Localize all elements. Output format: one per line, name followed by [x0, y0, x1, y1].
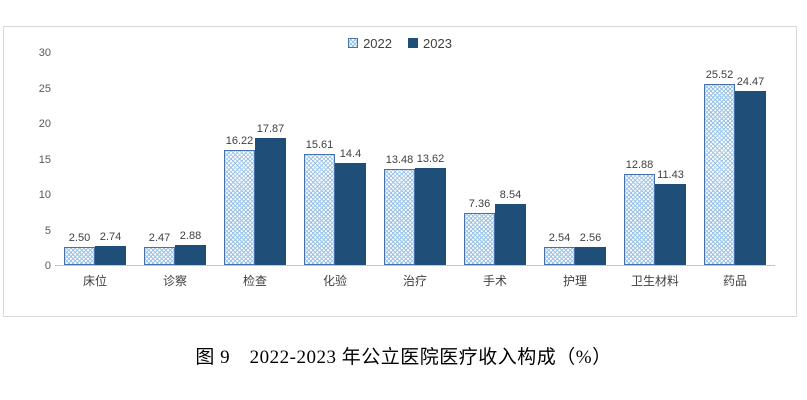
- bar-value-label: 11.43: [657, 168, 684, 181]
- bar-value-label: 14.4: [339, 147, 362, 160]
- bar-value-label: 2.47: [148, 232, 171, 245]
- bar-2022-诊察: [144, 247, 175, 265]
- x-axis-labels: 床位 诊察 检查 化验 治疗 手术 护理 卫生材料 药品: [55, 273, 775, 289]
- y-tick-label: 30: [38, 47, 51, 59]
- bar-2023-床位: [95, 245, 126, 265]
- bar-value-label: 12.88: [625, 158, 654, 171]
- bar-2022-化验: [304, 154, 335, 265]
- bar-2022-卫生材料: [624, 173, 655, 265]
- y-tick-label: 25: [38, 82, 51, 95]
- bar-2023-诊察: [175, 244, 206, 265]
- bar-value-label: 8.54: [499, 189, 522, 202]
- figure-caption: 图 9 2022-2023 年公立医院医疗收入构成（%）: [195, 347, 612, 368]
- bar-value-label: 2.50: [68, 232, 91, 245]
- bar-2022-床位: [64, 247, 95, 265]
- category-label-手术: 手术: [482, 274, 507, 288]
- bar-2023-药品: [735, 91, 766, 265]
- y-tick-label: 10: [38, 189, 51, 201]
- category-label-检查: 检查: [242, 274, 267, 288]
- bar-value-label: 2.88: [179, 229, 202, 242]
- bar-value-label: 2.54: [548, 231, 571, 244]
- chart-legend: 2022 2023: [4, 34, 796, 52]
- bar-value-label: 25.52: [705, 68, 734, 81]
- bar-value-label: 13.62: [416, 153, 445, 166]
- bar-value-label: 2.56: [579, 231, 602, 244]
- bar-chart: 2022 2023 0 5 10 15 20 25 30 2.50 2.74 2.47 2.88 16…: [3, 26, 797, 317]
- bar-2023-化验: [335, 162, 366, 265]
- bar-2023-治疗: [415, 168, 446, 265]
- bar-value-label: 24.47: [736, 76, 765, 89]
- category-label-诊察: 诊察: [162, 274, 187, 288]
- legend-label-2023: 2023: [423, 35, 452, 51]
- plot-area: 2.50 2.74 2.47 2.88 16.22 17.87 15.61 14.4 13.48…: [55, 53, 775, 266]
- y-tick-label: 0: [44, 260, 51, 272]
- bar-value-label: 17.87: [256, 123, 285, 136]
- category-label-治疗: 治疗: [402, 274, 427, 288]
- category-label-护理: 护理: [562, 274, 587, 288]
- bar-value-label: 16.22: [225, 134, 254, 147]
- category-label-药品: 药品: [722, 274, 747, 288]
- bar-2023-卫生材料: [655, 183, 686, 265]
- bar-value-label: 7.36: [468, 197, 491, 210]
- bar-2023-检查: [255, 138, 286, 265]
- category-label-床位: 床位: [82, 274, 107, 288]
- y-tick-label: 15: [38, 153, 51, 166]
- bar-2022-治疗: [384, 169, 415, 265]
- bar-2023-护理: [575, 246, 606, 265]
- bar-2022-药品: [704, 83, 735, 265]
- bar-2022-护理: [544, 246, 575, 265]
- category-label-化验: 化验: [322, 274, 347, 288]
- legend-label-2022: 2022: [363, 35, 392, 51]
- bar-2022-手术: [464, 212, 495, 265]
- legend-item-2023: 2023: [408, 36, 452, 51]
- legend-swatch-2022: [348, 38, 359, 48]
- y-tick-label: 5: [44, 224, 51, 237]
- legend-item-2022: 2022: [348, 36, 392, 51]
- bar-2022-检查: [224, 149, 255, 265]
- y-axis-labels: 0 5 10 15 20 25 30: [24, 47, 51, 272]
- legend-swatch-2023: [408, 38, 418, 48]
- bar-value-label: 15.61: [305, 139, 334, 152]
- bar-value-label: 13.48: [385, 154, 414, 167]
- bar-2023-手术: [495, 204, 526, 265]
- category-label-卫生材料: 卫生材料: [630, 274, 679, 288]
- bar-value-label: 2.74: [99, 230, 122, 243]
- y-tick-label: 20: [38, 118, 51, 130]
